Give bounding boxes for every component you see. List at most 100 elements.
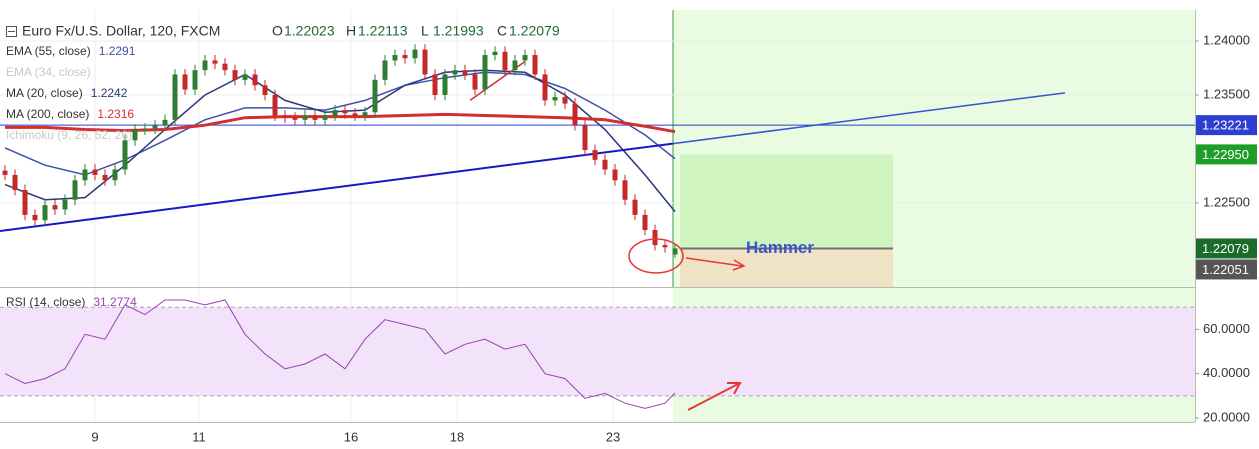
candle-body <box>302 115 308 120</box>
y-tick-label: 1.23500 <box>1203 86 1250 101</box>
candle-body <box>72 180 78 200</box>
candle-body <box>522 55 528 61</box>
candle-body <box>192 70 198 90</box>
ohlc-value: 1.22113 <box>358 23 408 39</box>
y-tick-label: 40.0000 <box>1203 365 1250 380</box>
candle-body <box>52 205 58 210</box>
ohlc-letter: O <box>272 23 283 39</box>
indicator-label: EMA (55, close) <box>6 44 91 58</box>
candle-body <box>182 74 188 90</box>
x-tick-label: 11 <box>192 429 206 444</box>
candle-body <box>622 180 628 200</box>
indicator-label: MA (20, close) <box>6 86 83 100</box>
rsi-arrow <box>687 383 739 411</box>
candle-body <box>492 51 498 56</box>
candle-body <box>542 74 548 101</box>
candle-body <box>342 110 348 114</box>
rsi-value: 31.2774 <box>93 295 137 309</box>
ohlc-value: 1.22079 <box>509 23 560 39</box>
arrow <box>685 257 743 267</box>
candle-body <box>562 97 568 104</box>
candle-body <box>422 49 428 75</box>
candle-body <box>212 60 218 64</box>
plot-area: Hammer <box>0 10 1195 422</box>
rsi-arrow-head <box>727 382 742 395</box>
x-tick-label: 18 <box>450 429 464 444</box>
candle-body <box>612 169 618 181</box>
candle-body <box>62 199 68 210</box>
rsi-line <box>4 299 676 409</box>
candle-body <box>592 150 598 160</box>
ohlc-value: 1.22023 <box>284 23 335 39</box>
arrow-head <box>732 259 746 271</box>
candle-body <box>122 140 128 170</box>
x-tick-label: 23 <box>606 429 620 444</box>
candle-body <box>352 113 358 116</box>
candle-body <box>292 117 298 120</box>
indicator-value: 1.2316 <box>97 107 134 121</box>
candle-body <box>82 169 88 181</box>
candle-body <box>452 70 458 75</box>
hammer-circle <box>628 238 684 274</box>
candle-body <box>102 174 108 181</box>
visibility-checkbox[interactable] <box>6 26 17 37</box>
y-tick-label: 1.22500 <box>1203 194 1250 209</box>
ohlc-letter: C <box>497 23 507 39</box>
ohlc-letter: L <box>421 23 429 39</box>
chart-title: Euro Fx/U.S. Dollar, 120, FXCM <box>22 23 220 39</box>
candle-body <box>132 129 138 141</box>
candle-body <box>312 115 318 120</box>
candle-body <box>412 49 418 59</box>
rsi-band <box>0 307 1195 396</box>
candle-body <box>12 174 18 191</box>
candle-body <box>602 159 608 170</box>
candle-body <box>232 70 238 80</box>
annotation: Hammer <box>746 238 814 257</box>
labels: 1.24000 1.23500 1.22500 60.0000 40.0000 20.00… <box>6 23 1257 444</box>
candle-body <box>42 205 48 221</box>
candle-body <box>202 60 208 71</box>
candle-body <box>362 112 368 116</box>
y-tick-label: 20.0000 <box>1203 409 1250 424</box>
candle-body <box>152 125 158 129</box>
indicator-value: 1.2291 <box>99 44 136 58</box>
price-label: 1.22950 <box>1202 147 1249 162</box>
target-zone <box>680 154 893 249</box>
candle-body <box>252 74 258 86</box>
candle-body <box>92 169 98 175</box>
trendline <box>672 92 1066 145</box>
candle-body <box>632 199 638 215</box>
x-tick-label: 9 <box>91 429 98 444</box>
candle-body <box>662 245 668 248</box>
candle-body <box>222 63 228 71</box>
candle-body <box>402 55 408 59</box>
price-label: 1.22079 <box>1202 241 1249 256</box>
candle-body <box>2 170 8 175</box>
x-tick-label: 16 <box>344 429 358 444</box>
indicator-label: Ichimoku (9, 26, 52, 26) <box>6 128 132 142</box>
rsi-label: RSI (14, close) <box>6 295 85 309</box>
candle-body <box>142 128 148 130</box>
candle-body <box>472 74 478 90</box>
candle-body <box>32 214 38 221</box>
candle-body <box>432 74 438 95</box>
candle-body <box>272 94 278 116</box>
y-tick-label: 60.0000 <box>1203 321 1250 336</box>
price-label-bg <box>1196 115 1257 136</box>
y-tick-label: 1.24000 <box>1203 32 1250 47</box>
price-label-bg <box>1196 238 1257 259</box>
candle-body <box>382 60 388 80</box>
candle-body <box>332 110 338 116</box>
candle-body <box>442 74 448 95</box>
candle-body <box>512 60 518 71</box>
candle-body <box>582 125 588 151</box>
price-label: 1.22051 <box>1202 262 1249 277</box>
candle-body <box>532 55 538 75</box>
price-label: 1.23221 <box>1202 118 1249 133</box>
candle-body <box>112 169 118 181</box>
price-label-bg <box>1196 144 1257 165</box>
candle-body <box>482 55 488 90</box>
candle-body <box>652 229 658 246</box>
trendline <box>0 142 674 233</box>
candle-body <box>242 74 248 80</box>
